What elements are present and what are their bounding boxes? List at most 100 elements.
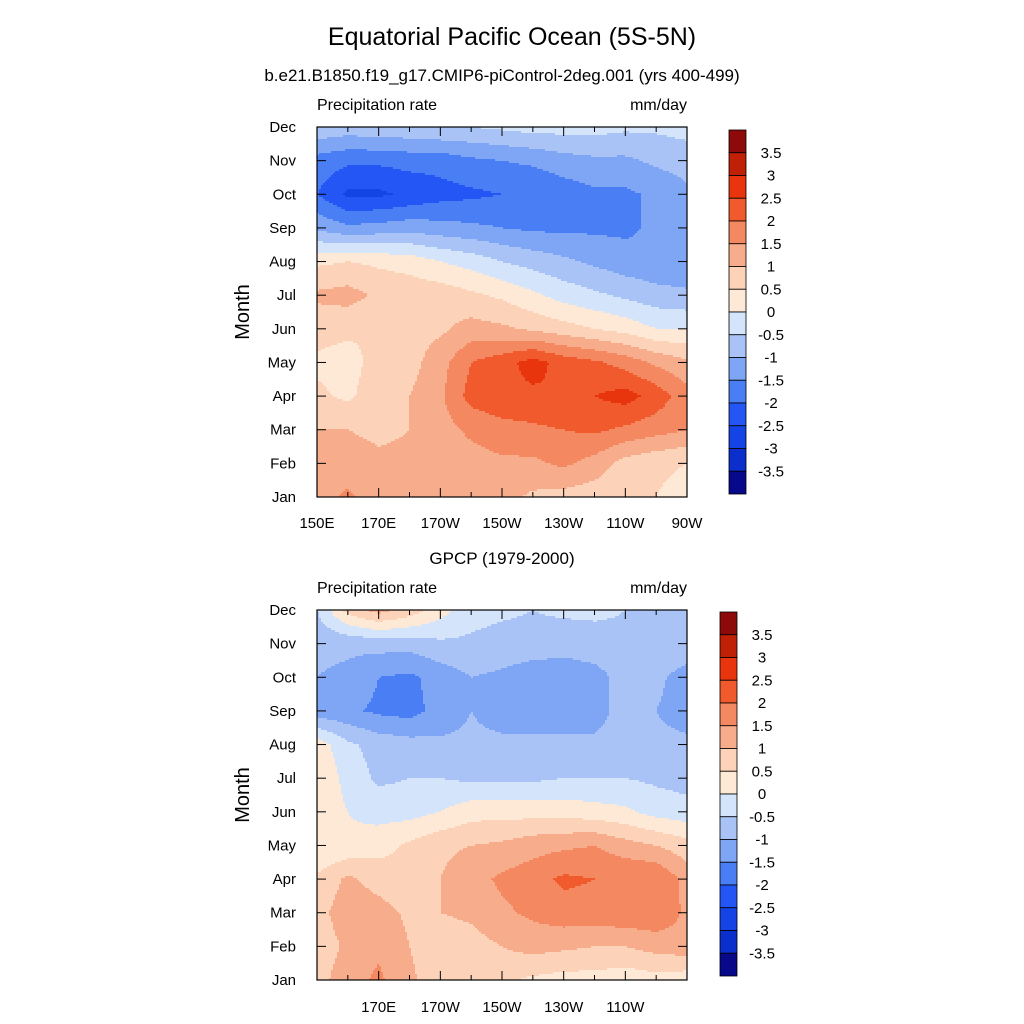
heatmap-cell	[369, 978, 386, 980]
heatmap-cell	[341, 493, 354, 496]
heatmap-cell	[389, 253, 476, 256]
heatmap-cell	[609, 694, 664, 697]
heatmap-cell	[567, 345, 632, 348]
heatmap-cell	[343, 491, 352, 494]
heatmap-cell	[319, 616, 336, 619]
heatmap-cell	[473, 407, 664, 410]
heatmap-cell	[373, 892, 442, 895]
heatmap-cell	[317, 884, 340, 887]
heatmap-cell	[443, 870, 506, 873]
heatmap-cell	[401, 844, 476, 847]
heatmap-cell	[371, 700, 424, 703]
heatmap-cell	[647, 379, 682, 382]
heatmap-cell	[529, 381, 542, 384]
heatmap-cell	[551, 297, 622, 300]
heatmap-cell	[317, 686, 378, 689]
heatmap-cell	[477, 928, 638, 931]
colorbar-box	[719, 907, 738, 931]
heatmap-cell	[611, 465, 684, 468]
heatmap-cell	[331, 666, 454, 669]
heatmap-cell	[605, 720, 664, 723]
heatmap-panel-1: JanFebMarAprMayJunJulAugSepOctNovDec150E…	[232, 97, 784, 532]
heatmap-cell	[659, 409, 687, 412]
heatmap-cell	[317, 483, 584, 486]
heatmap-cell	[469, 371, 522, 374]
heatmap-cell	[359, 383, 416, 386]
heatmap-cell	[367, 149, 546, 152]
heatmap-cell	[317, 916, 332, 919]
heatmap-cell	[673, 924, 687, 927]
heatmap-cell	[317, 950, 340, 953]
heatmap-cell	[653, 952, 687, 955]
y-tick-label: Sep	[269, 220, 296, 237]
heatmap-cell	[339, 946, 410, 949]
heatmap-cell	[333, 395, 356, 398]
heatmap-cell	[447, 664, 514, 667]
heatmap-cell	[317, 720, 338, 723]
heatmap-cell	[337, 734, 394, 737]
heatmap-cell	[655, 413, 687, 416]
heatmap-cell	[317, 646, 687, 649]
y-tick-label: Jul	[277, 770, 296, 787]
heatmap-cell	[411, 171, 550, 174]
heatmap-cell	[555, 343, 624, 346]
heatmap-cell	[555, 133, 608, 136]
heatmap-cell	[681, 820, 687, 823]
heatmap-cell	[569, 888, 680, 891]
heatmap-cell	[663, 483, 687, 486]
heatmap-cell	[447, 369, 470, 372]
heatmap-cell	[357, 616, 408, 619]
heatmap-cell	[673, 473, 687, 476]
x-tick-label: 110W	[606, 999, 645, 1016]
colorbar-box	[728, 425, 747, 449]
heatmap-cell	[347, 810, 442, 813]
heatmap-cell	[317, 678, 380, 681]
heatmap-cell	[493, 451, 600, 454]
heatmap-cell	[495, 297, 552, 300]
heatmap-cell	[421, 680, 610, 683]
heatmap-cell	[369, 768, 687, 771]
heatmap-cell	[437, 247, 522, 250]
heatmap-cell	[527, 349, 538, 352]
heatmap-cell	[317, 684, 378, 687]
heatmap-cell	[513, 351, 546, 354]
heatmap-cell	[391, 441, 474, 444]
heatmap-cell	[371, 776, 687, 779]
heatmap-cell	[477, 239, 687, 242]
heatmap-cell	[347, 612, 378, 615]
heatmap-cell	[361, 373, 420, 376]
heatmap-cell	[317, 165, 348, 168]
heatmap-cell	[559, 175, 678, 178]
heatmap-cell	[675, 922, 687, 925]
heatmap-cell	[355, 495, 524, 497]
heatmap-cell	[425, 351, 458, 354]
heatmap-cell	[381, 189, 484, 192]
heatmap-cell	[495, 876, 558, 879]
heatmap-cell	[641, 359, 687, 362]
heatmap-cell	[317, 926, 334, 929]
heatmap-cell	[551, 852, 610, 855]
heatmap-cell	[665, 481, 687, 484]
heatmap-cell	[609, 692, 664, 695]
heatmap-cell	[317, 742, 328, 745]
heatmap-cell	[357, 389, 414, 392]
heatmap-cell	[317, 405, 410, 408]
heatmap-cell	[605, 471, 676, 474]
heatmap-cell	[445, 399, 466, 402]
heatmap-cell	[385, 652, 414, 655]
colorbar-label: 0.5	[752, 763, 773, 780]
heatmap-cell	[341, 736, 410, 739]
heatmap-cell	[529, 147, 687, 150]
heatmap-cell	[317, 616, 320, 619]
heatmap-cell	[377, 784, 386, 787]
heatmap-cell	[609, 698, 662, 701]
heatmap-cell	[627, 187, 687, 190]
heatmap-cell	[371, 628, 392, 631]
heatmap-cell	[317, 670, 326, 673]
heatmap-cell	[527, 359, 540, 362]
heatmap-cell	[403, 922, 470, 925]
heatmap-cell	[359, 345, 430, 348]
heatmap-cell	[387, 443, 478, 446]
heatmap-cell	[317, 317, 470, 320]
heatmap-cell	[463, 431, 576, 434]
